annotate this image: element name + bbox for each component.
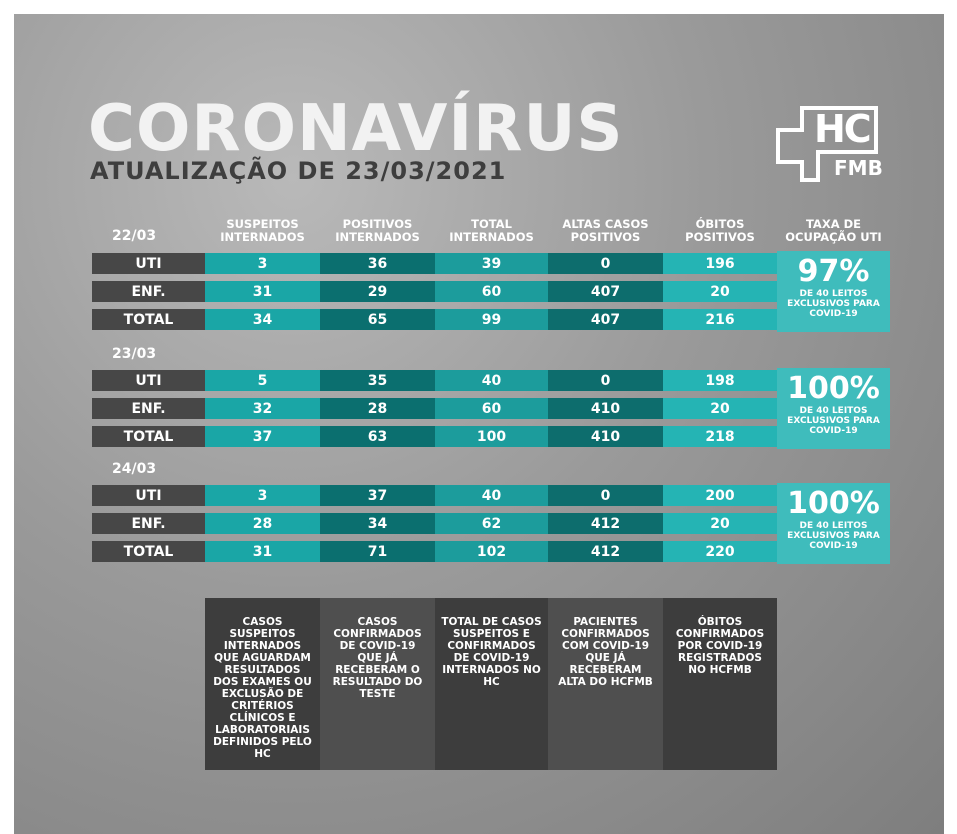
value-cell: 410	[548, 398, 663, 419]
value-cell: 20	[663, 513, 777, 534]
infographic: CORONAVÍRUS ATUALIZAÇÃO DE 23/03/2021 HC…	[14, 14, 944, 834]
value-cell: 65	[320, 309, 435, 330]
row-label: ENF.	[92, 281, 205, 302]
body: {"header": {"title": "CORONAVÍRUS", "sub…	[0, 0, 957, 834]
value-cell: 40	[435, 370, 548, 391]
value-cell: 218	[663, 426, 777, 447]
row-label: TOTAL	[92, 541, 205, 562]
logo-bottom: FMB	[834, 156, 883, 180]
row-label: UTI	[92, 485, 205, 506]
value-cell: 63	[320, 426, 435, 447]
occupancy-note: DE 40 LEITOS EXCLUSIVOS PARA COVID-19	[777, 289, 890, 319]
column-header: ALTAS CASOS POSITIVOS	[548, 208, 663, 244]
column-note: TOTAL DE CASOS SUSPEITOS E CONFIRMADOS D…	[435, 598, 548, 770]
value-cell: 198	[663, 370, 777, 391]
value-cell: 29	[320, 281, 435, 302]
row-label: UTI	[92, 253, 205, 274]
occupancy-rate: 97%	[777, 255, 890, 289]
value-cell: 37	[205, 426, 320, 447]
value-cell: 40	[435, 485, 548, 506]
value-cell: 62	[435, 513, 548, 534]
column-header: TAXA DE OCUPAÇÃO UTI	[777, 208, 890, 244]
value-cell: 36	[320, 253, 435, 274]
row-label: TOTAL	[92, 309, 205, 330]
row-label: ENF.	[92, 398, 205, 419]
value-cell: 28	[205, 513, 320, 534]
occupancy-box: 97%DE 40 LEITOS EXCLUSIVOS PARA COVID-19	[777, 251, 890, 332]
value-cell: 34	[320, 513, 435, 534]
value-cell: 28	[320, 398, 435, 419]
value-cell: 3	[205, 485, 320, 506]
column-header: ÓBITOS POSITIVOS	[663, 208, 777, 244]
title: CORONAVÍRUS	[88, 92, 624, 166]
logo-top: HC	[814, 107, 870, 151]
value-cell: 0	[548, 485, 663, 506]
value-cell: 34	[205, 309, 320, 330]
subtitle: ATUALIZAÇÃO DE 23/03/2021	[90, 157, 506, 185]
value-cell: 200	[663, 485, 777, 506]
row-label: ENF.	[92, 513, 205, 534]
value-cell: 60	[435, 281, 548, 302]
row-label: UTI	[92, 370, 205, 391]
value-cell: 407	[548, 309, 663, 330]
value-cell: 99	[435, 309, 548, 330]
row-label: TOTAL	[92, 426, 205, 447]
occupancy-box: 100%DE 40 LEITOS EXCLUSIVOS PARA COVID-1…	[777, 483, 890, 564]
group-date: 22/03	[112, 228, 156, 244]
occupancy-rate: 100%	[777, 372, 890, 406]
group-date: 24/03	[112, 461, 156, 477]
occupancy-rate: 100%	[777, 487, 890, 521]
occupancy-box: 100%DE 40 LEITOS EXCLUSIVOS PARA COVID-1…	[777, 368, 890, 449]
value-cell: 0	[548, 370, 663, 391]
value-cell: 71	[320, 541, 435, 562]
column-header: TOTAL INTERNADOS	[435, 208, 548, 244]
value-cell: 412	[548, 541, 663, 562]
page: Coronavírus html, body { margin: 0; padd…	[0, 0, 957, 834]
occupancy-note: DE 40 LEITOS EXCLUSIVOS PARA COVID-19	[777, 406, 890, 436]
column-note: CASOS CONFIRMADOS DE COVID-19 QUE JÁ REC…	[320, 598, 435, 770]
value-cell: 0	[548, 253, 663, 274]
value-cell: 410	[548, 426, 663, 447]
value-cell: 31	[205, 281, 320, 302]
column-note: PACIENTES CONFIRMADOS COM COVID-19 QUE J…	[548, 598, 663, 770]
column-header: POSITIVOS INTERNADOS	[320, 208, 435, 244]
value-cell: 100	[435, 426, 548, 447]
value-cell: 196	[663, 253, 777, 274]
value-cell: 3	[205, 253, 320, 274]
value-cell: 31	[205, 541, 320, 562]
occupancy-note: DE 40 LEITOS EXCLUSIVOS PARA COVID-19	[777, 521, 890, 551]
value-cell: 216	[663, 309, 777, 330]
value-cell: 20	[663, 281, 777, 302]
value-cell: 412	[548, 513, 663, 534]
column-note: CASOS SUSPEITOS INTERNADOS QUE AGUARDAM …	[205, 598, 320, 770]
value-cell: 39	[435, 253, 548, 274]
value-cell: 37	[320, 485, 435, 506]
value-cell: 102	[435, 541, 548, 562]
value-cell: 20	[663, 398, 777, 419]
value-cell: 407	[548, 281, 663, 302]
column-header: SUSPEITOS INTERNADOS	[205, 208, 320, 244]
value-cell: 32	[205, 398, 320, 419]
value-cell: 35	[320, 370, 435, 391]
group-date: 23/03	[112, 346, 156, 362]
column-note: ÓBITOS CONFIRMADOS POR COVID-19 REGISTRA…	[663, 598, 777, 770]
value-cell: 5	[205, 370, 320, 391]
value-cell: 60	[435, 398, 548, 419]
value-cell: 220	[663, 541, 777, 562]
